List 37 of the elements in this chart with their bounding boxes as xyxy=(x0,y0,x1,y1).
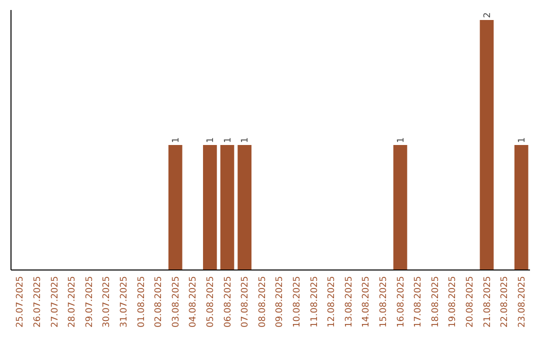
x-tick-label: 25.07.2025 xyxy=(16,276,26,328)
x-tick-label: 12.08.2025 xyxy=(327,276,338,328)
x-tick-label: 08.08.2025 xyxy=(258,276,268,328)
x-tick-label: 01.08.2025 xyxy=(136,276,147,328)
x-tick-label: 14.08.2025 xyxy=(362,276,372,328)
data-label: 1 xyxy=(223,137,234,143)
x-tick-label: 22.08.2025 xyxy=(500,276,510,328)
x-tick-label: 28.07.2025 xyxy=(68,276,78,328)
x-tick-label: 02.08.2025 xyxy=(154,276,164,328)
x-tick-label: 09.08.2025 xyxy=(275,276,286,328)
x-tick-label: 17.08.2025 xyxy=(414,276,424,328)
x-tick-label: 10.08.2025 xyxy=(292,276,302,328)
x-tick-label: 05.08.2025 xyxy=(206,276,216,328)
data-label: 1 xyxy=(240,137,251,143)
x-tick-label: 30.07.2025 xyxy=(102,276,112,328)
data-label: 1 xyxy=(396,137,406,143)
data-label: 1 xyxy=(517,137,528,143)
data-label: 1 xyxy=(171,137,182,143)
x-tick-label: 31.07.2025 xyxy=(119,276,130,328)
x-tick-label: 07.08.2025 xyxy=(240,276,251,328)
x-tick-label: 19.08.2025 xyxy=(448,276,458,328)
x-tick-label: 04.08.2025 xyxy=(188,276,199,328)
x-tick-label: 26.07.2025 xyxy=(32,276,43,328)
data-label: 1 xyxy=(206,137,216,143)
x-tick-label: 11.08.2025 xyxy=(310,276,320,328)
x-tick-label: 15.08.2025 xyxy=(378,276,389,328)
x-tick-label: 29.07.2025 xyxy=(84,276,95,328)
x-tick-label: 23.08.2025 xyxy=(517,276,528,328)
x-tick-label: 21.08.2025 xyxy=(482,276,493,328)
x-tick-label: 06.08.2025 xyxy=(223,276,234,328)
x-tick-label: 18.08.2025 xyxy=(430,276,441,328)
x-tick-label: 13.08.2025 xyxy=(344,276,354,328)
x-tick-label: 27.07.2025 xyxy=(50,276,60,328)
x-tick-label: 03.08.2025 xyxy=(171,276,182,328)
x-tick-label: 16.08.2025 xyxy=(396,276,406,328)
data-label: 2 xyxy=(482,12,493,18)
x-tick-label: 20.08.2025 xyxy=(465,276,476,328)
